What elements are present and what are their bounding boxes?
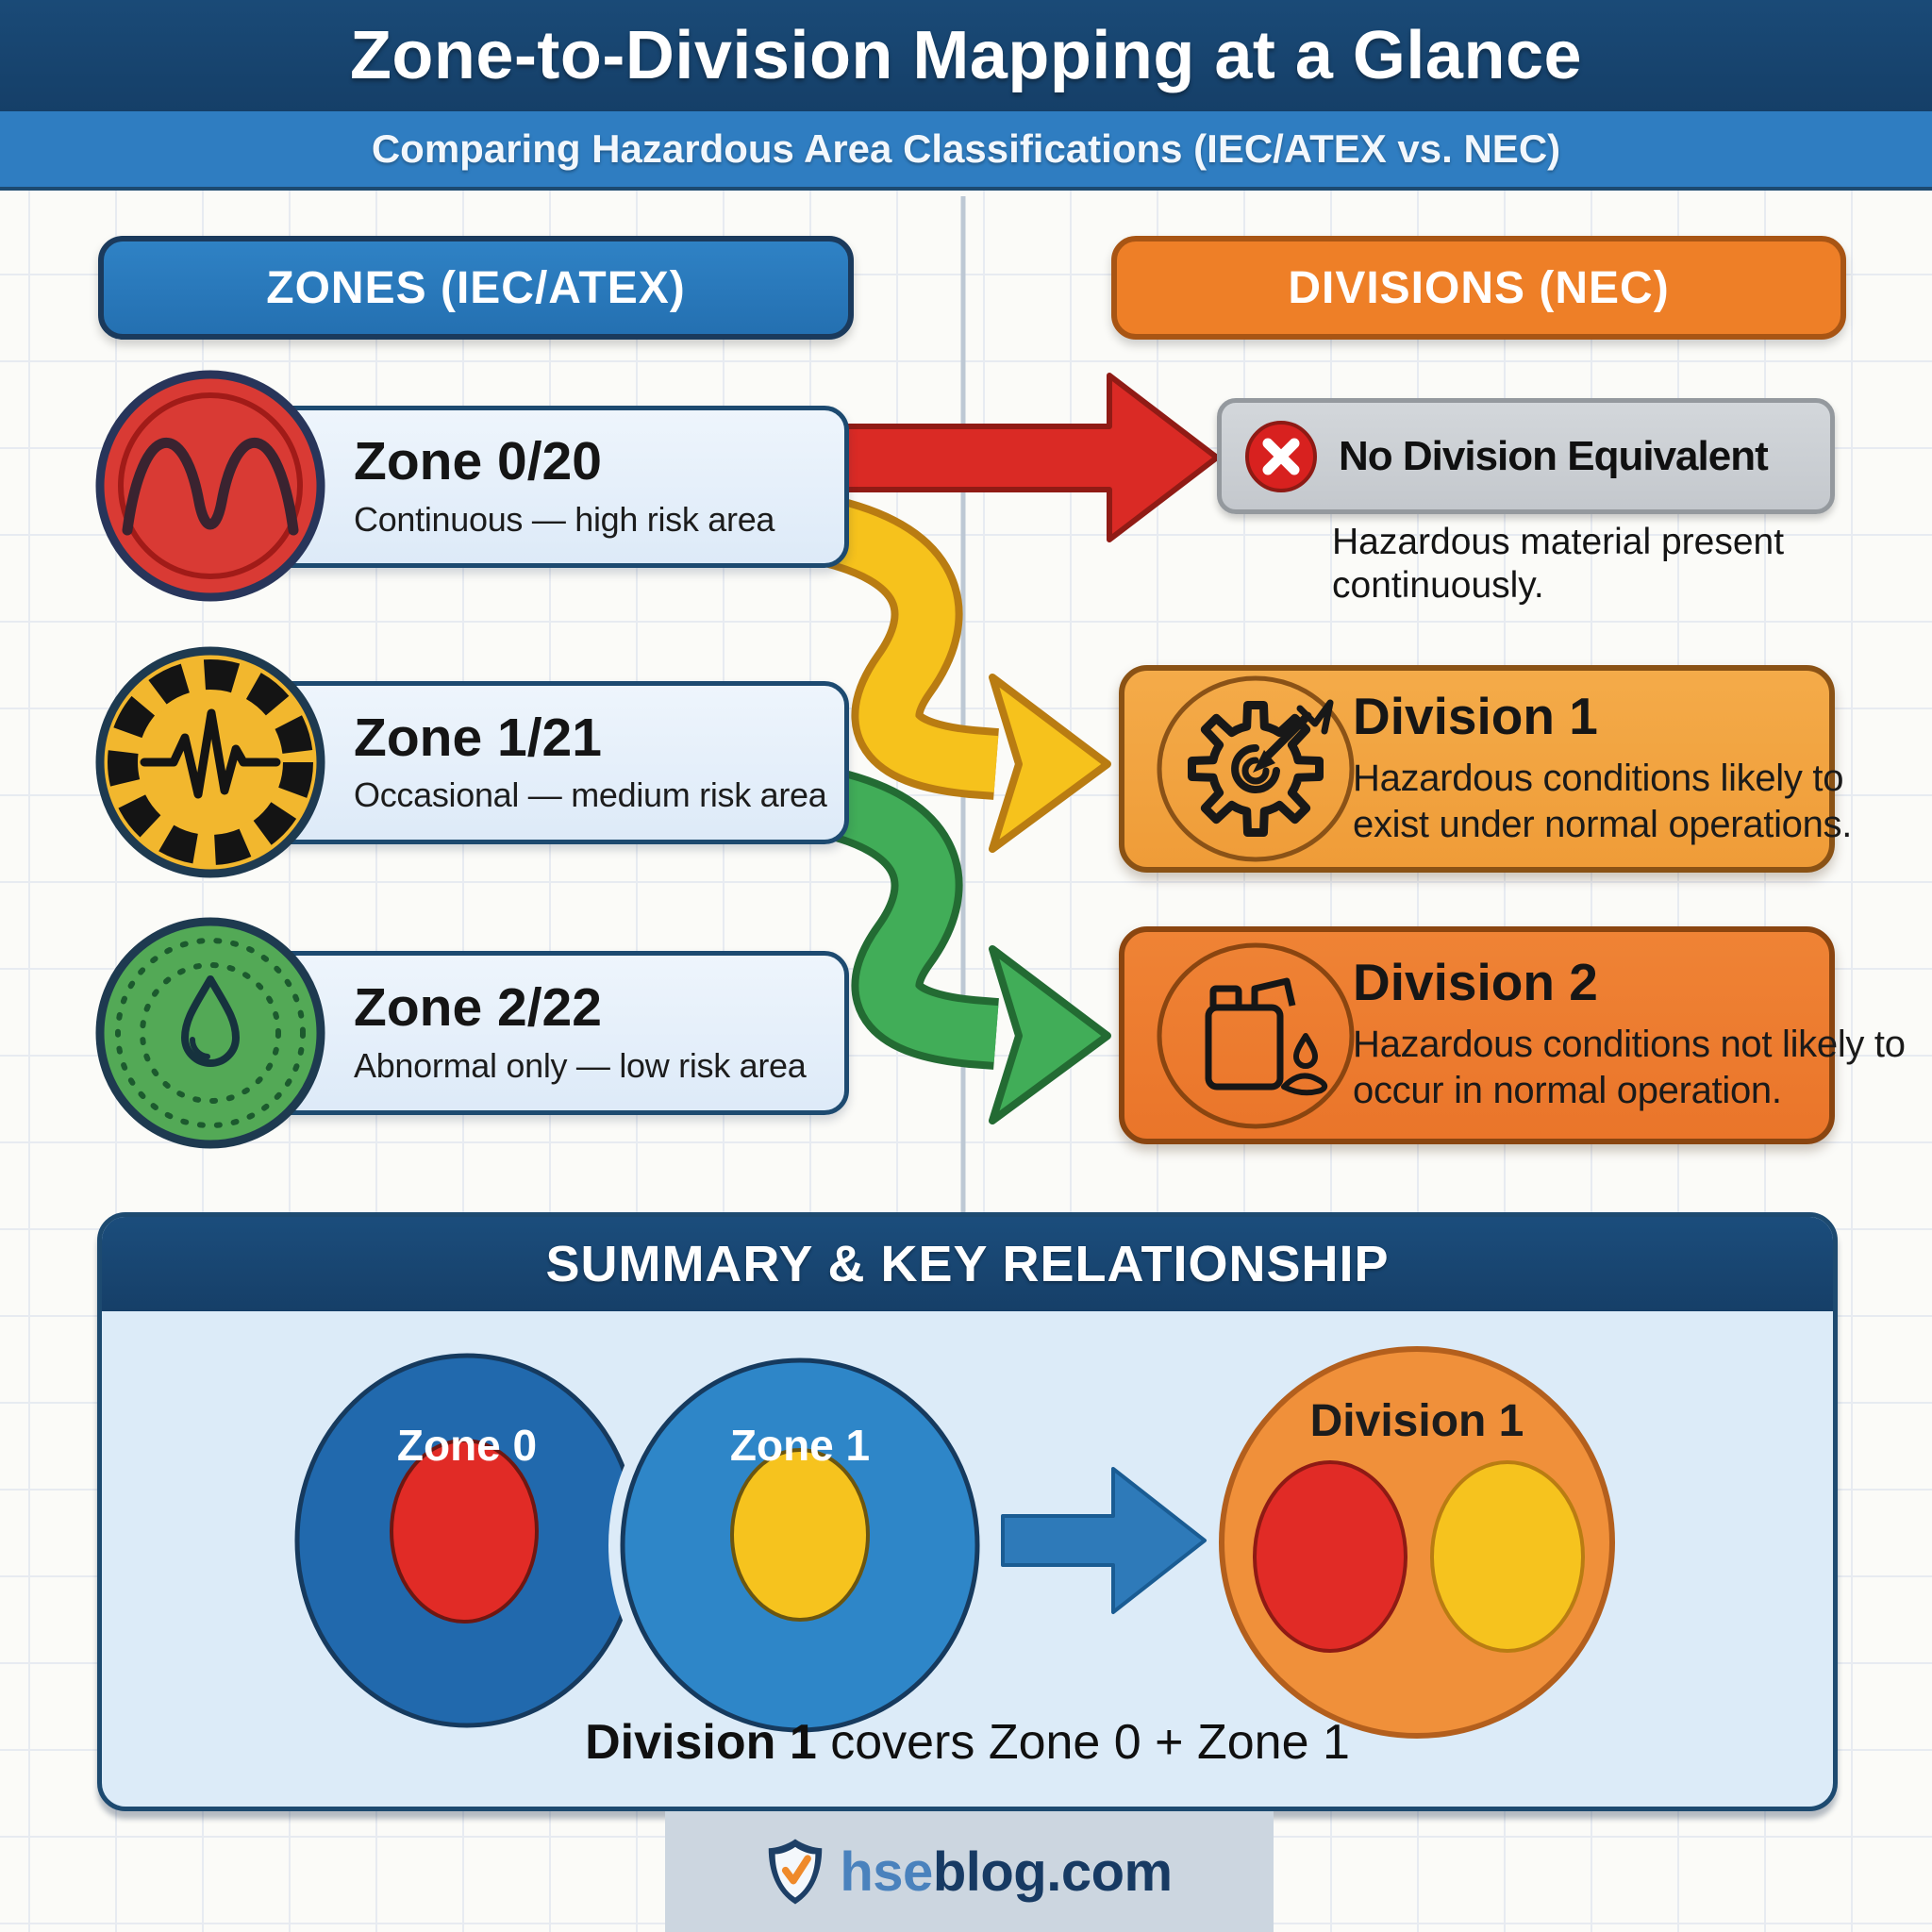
zone1-circle-label: Zone 1 [730,1421,870,1470]
brand-suffix: blog.com [932,1840,1173,1903]
zone-description: Occasional — medium risk area [354,775,827,815]
shield-check-icon [769,1839,823,1905]
division1-red-core [1253,1460,1407,1653]
arrow-zone1-to-division2 [808,764,1111,1124]
zones-header-label: ZONES (IEC/ATEX) [266,262,686,313]
subtitle-band: Comparing Hazardous Area Classifications… [0,111,1932,191]
division2-box: Division 2 Hazardous conditions not like… [1119,926,1906,1144]
division-label: Division 2 [1353,953,1598,1012]
summary-panel: Zone 0 Zone 1 Division 1 SUMMARY & KEY R… [97,1212,1838,1811]
no-division-equivalent-box: No Division Equivalent [1217,398,1835,514]
division-description: Hazardous conditions likely to exist und… [1353,757,1853,845]
summary-caption-rest: covers Zone 0 + Zone 1 [816,1715,1350,1770]
droplet-icon [95,917,325,1149]
title-band: Zone-to-Division Mapping at a Glance [0,0,1932,111]
zone-card-2-22: Zone 2/22 Abnormal only — low risk area [236,951,849,1115]
brand-wordmark: hseblog.com [840,1840,1173,1904]
zone-card-0-20: Zone 0/20 Continuous — high risk area [236,406,849,568]
zone-card-1-21: Zone 1/21 Occasional — medium risk area [236,681,849,844]
division-label: Division 1 [1353,686,1598,745]
brand-prefix: hse [840,1840,933,1903]
divisions-header-label: DIVISIONS (NEC) [1288,262,1670,313]
division1-circle-label: Division 1 [1310,1396,1524,1446]
no-division-description: Hazardous material present continuously. [1332,522,1785,607]
zone-label: Zone 2/22 [354,977,602,1039]
divisions-column-header: DIVISIONS (NEC) [1111,236,1846,340]
zone1-core [730,1448,870,1622]
summary-caption: Division 1 covers Zone 0 + Zone 1 [102,1714,1833,1771]
sine-wave-icon [95,370,325,602]
zone-label: Zone 0/20 [354,431,602,492]
arrow-right-icon [1001,1467,1207,1614]
hazard-pulse-icon [95,646,325,878]
arrow-zone0-to-division1 [808,492,1111,853]
arrow-zone0-to-noequiv [807,373,1220,542]
zone-description: Continuous — high risk area [354,499,775,539]
page-title: Zone-to-Division Mapping at a Glance [349,18,1583,93]
zone0-core [390,1439,539,1624]
division1-box: Division 1 Hazardous conditions likely t… [1119,665,1852,873]
footer-brand-block: hseblog.com [665,1811,1274,1932]
division1-yellow-core [1430,1460,1585,1653]
summary-caption-bold: Division 1 [585,1715,817,1770]
fuel-can-icon [1157,942,1355,1128]
zone0-circle-label: Zone 0 [397,1421,537,1470]
zone-label: Zone 1/21 [354,707,602,768]
zones-column-header: ZONES (IEC/ATEX) [98,236,854,340]
summary-diagram: Zone 0 Zone 1 Division 1 [294,1346,1615,1744]
zone-description: Abnormal only — low risk area [354,1045,807,1085]
x-circle-icon [1245,420,1317,492]
gear-target-icon [1157,675,1355,862]
summary-header: SUMMARY & KEY RELATIONSHIP [102,1217,1833,1311]
division-description: Hazardous conditions not likely to occur… [1353,1024,1906,1111]
no-division-label: No Division Equivalent [1339,432,1769,479]
page-subtitle: Comparing Hazardous Area Classifications… [371,126,1561,171]
